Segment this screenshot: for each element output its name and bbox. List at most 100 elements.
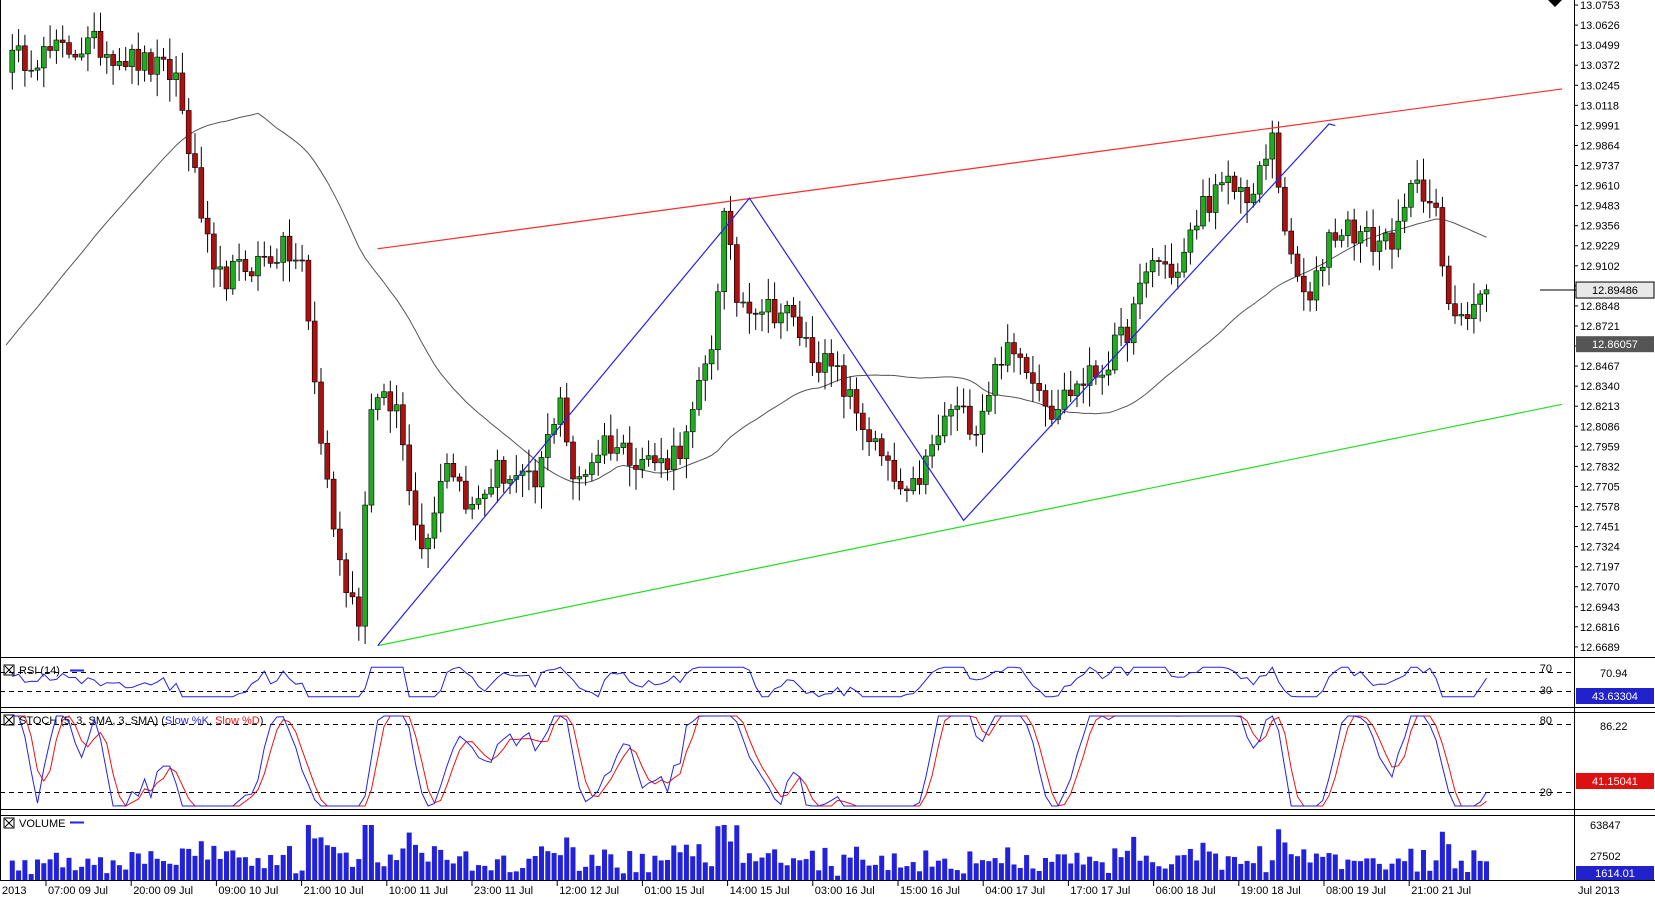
candle-body bbox=[362, 504, 368, 627]
stoch-d-line bbox=[12, 715, 1487, 807]
candle-body bbox=[255, 255, 261, 277]
candle-body bbox=[614, 447, 620, 454]
candle-body bbox=[185, 110, 192, 154]
candle-body bbox=[689, 409, 696, 433]
volume-bar bbox=[1282, 842, 1288, 880]
price-tick-label: 12.7324 bbox=[1580, 542, 1620, 554]
volume-bar bbox=[589, 854, 595, 880]
volume-toggle-box[interactable] bbox=[3, 817, 15, 829]
candle-body bbox=[620, 442, 627, 448]
candle-body bbox=[412, 490, 419, 526]
candle-body bbox=[242, 259, 249, 272]
candle-body bbox=[286, 235, 293, 262]
volume-bar bbox=[948, 868, 954, 880]
volume-bar bbox=[41, 863, 47, 880]
time-tick-label: 23:00 11 Jul bbox=[474, 885, 533, 897]
volume-bar bbox=[778, 862, 784, 880]
candle-body bbox=[1307, 291, 1313, 301]
price-tick-label: 12.9229 bbox=[1580, 241, 1620, 253]
candle-body bbox=[941, 415, 948, 437]
candle-body bbox=[400, 404, 406, 446]
candle-body bbox=[740, 301, 746, 304]
volume-bar bbox=[438, 849, 444, 880]
candle-body bbox=[135, 48, 142, 71]
volume-bar bbox=[1181, 855, 1187, 880]
volume-bar bbox=[671, 845, 677, 880]
volume-bar bbox=[192, 855, 198, 880]
volume-bar bbox=[872, 864, 878, 880]
candle-body bbox=[393, 404, 400, 412]
candle-body bbox=[866, 429, 872, 443]
candle-body bbox=[217, 266, 223, 270]
time-tick-label: 21:00 10 Jul bbox=[304, 885, 364, 897]
candle-body bbox=[960, 405, 967, 408]
candle-body bbox=[198, 167, 205, 219]
volume-bar bbox=[305, 825, 311, 880]
volume-bar bbox=[917, 871, 922, 880]
volume-bar bbox=[1433, 860, 1439, 880]
candle-body bbox=[1181, 251, 1187, 273]
rsi-toggle-box[interactable] bbox=[3, 664, 15, 676]
candle-body bbox=[463, 480, 469, 510]
candle-body bbox=[1313, 270, 1320, 301]
candle-body bbox=[790, 305, 797, 318]
volume-bar bbox=[1175, 855, 1181, 880]
volume-bar bbox=[539, 846, 544, 880]
candle-body bbox=[1376, 240, 1383, 252]
candle-body bbox=[40, 46, 47, 69]
rsi-panel: RSI (14) 70 30 70.94 43.63304 bbox=[0, 663, 1654, 704]
candle-body bbox=[204, 217, 211, 235]
volume-bar bbox=[362, 825, 368, 880]
volume-bar bbox=[318, 837, 324, 880]
volume-bar bbox=[406, 832, 412, 880]
price-tick-label: 12.6816 bbox=[1580, 622, 1620, 634]
candle-body bbox=[670, 445, 677, 470]
candle-body bbox=[885, 455, 891, 461]
volume-bar bbox=[992, 858, 998, 880]
volume-bar bbox=[696, 844, 702, 880]
candle-body bbox=[349, 592, 356, 598]
volume-bar bbox=[1162, 868, 1168, 880]
candle-body bbox=[985, 394, 992, 412]
volume-bar bbox=[1301, 849, 1307, 880]
volume-bar bbox=[337, 853, 343, 880]
time-tick-label: 15:00 16 Jul bbox=[900, 885, 960, 897]
time-tick-label: 07:00 09 Jul bbox=[48, 885, 108, 897]
volume-bar bbox=[35, 859, 40, 880]
volume-bar bbox=[753, 861, 759, 880]
volume-bar bbox=[1439, 831, 1445, 880]
candle-body bbox=[891, 460, 898, 482]
volume-bar bbox=[1269, 860, 1275, 880]
moving-average-line bbox=[5, 112, 1487, 484]
volume-bar bbox=[690, 856, 696, 880]
volume-bar bbox=[431, 846, 437, 880]
stoch-label: STOCH (5, 3, SMA, 3, SMA) (Slow %K, Slow… bbox=[19, 715, 263, 727]
volume-bar bbox=[721, 825, 727, 880]
candle-body bbox=[444, 463, 450, 482]
volume-bar bbox=[595, 865, 601, 880]
price-tick-label: 12.9610 bbox=[1580, 181, 1620, 193]
volume-bar bbox=[312, 838, 318, 880]
candle-body bbox=[841, 365, 847, 397]
stoch-panel: STOCH (5, 3, SMA, 3, SMA) (Slow %K, Slow… bbox=[0, 714, 1654, 807]
volume-bar bbox=[116, 865, 122, 880]
candle-body bbox=[557, 397, 564, 425]
candle-body bbox=[437, 480, 444, 514]
candle-body bbox=[784, 305, 791, 314]
candle-body bbox=[34, 67, 41, 71]
candle-body bbox=[677, 445, 683, 459]
volume-bar bbox=[702, 862, 708, 880]
volume-bar bbox=[1093, 861, 1099, 880]
volume-bar bbox=[1124, 850, 1130, 880]
candle-body bbox=[330, 478, 337, 530]
volume-bar bbox=[1106, 872, 1111, 880]
candle-body bbox=[381, 391, 387, 398]
time-tick-label: 12:00 12 Jul bbox=[559, 885, 619, 897]
candle-body bbox=[859, 412, 866, 430]
volume-bar bbox=[1074, 852, 1080, 880]
scroll-marker-icon[interactable] bbox=[1548, 0, 1562, 7]
trend-lines bbox=[377, 88, 1563, 647]
volume-bar bbox=[394, 860, 400, 880]
candle-body bbox=[274, 262, 280, 264]
